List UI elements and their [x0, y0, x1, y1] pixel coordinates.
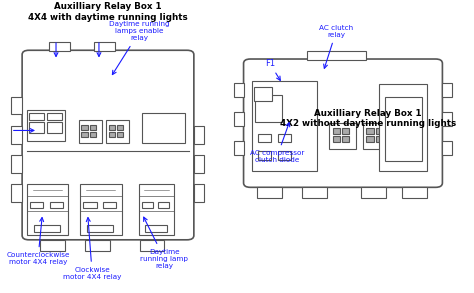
Bar [258, 151, 271, 160]
Bar [49, 202, 63, 208]
Bar [158, 202, 169, 208]
Bar [11, 184, 22, 202]
Bar [278, 151, 291, 160]
Bar [109, 125, 115, 130]
Bar [27, 110, 65, 141]
Text: AC compressor
clutch diode: AC compressor clutch diode [250, 122, 304, 163]
Bar [117, 132, 123, 137]
Bar [82, 132, 88, 137]
Bar [47, 122, 63, 133]
Bar [254, 87, 273, 101]
Bar [49, 42, 70, 51]
Bar [40, 240, 65, 251]
Bar [366, 128, 374, 134]
Bar [79, 120, 102, 144]
Bar [139, 184, 174, 236]
Bar [83, 202, 97, 208]
Text: Daytime running
lamps enable
relay: Daytime running lamps enable relay [109, 21, 170, 75]
Bar [117, 125, 123, 130]
Bar [194, 126, 204, 144]
Bar [29, 122, 44, 133]
Bar [342, 128, 349, 134]
Bar [379, 84, 427, 171]
Bar [90, 125, 96, 130]
Bar [384, 97, 421, 161]
Bar [278, 134, 291, 142]
Bar [258, 134, 271, 142]
Bar [34, 225, 60, 232]
Bar [376, 128, 383, 134]
Bar [234, 83, 244, 97]
Bar [234, 141, 244, 155]
Bar [47, 113, 63, 120]
Bar [366, 136, 374, 142]
Bar [94, 42, 115, 51]
Bar [194, 184, 204, 202]
Bar [234, 112, 244, 126]
Bar [257, 187, 282, 198]
Bar [27, 184, 68, 236]
Bar [142, 113, 185, 144]
Bar [194, 155, 204, 173]
Bar [11, 126, 22, 144]
Bar [140, 240, 164, 251]
Text: Clockwise
motor 4X4 relay: Clockwise motor 4X4 relay [63, 218, 121, 280]
Bar [82, 125, 88, 130]
Bar [106, 120, 129, 144]
Bar [302, 187, 327, 198]
Bar [333, 128, 340, 134]
Text: Auxilliary Relay Box 1
4X2 without daytime running lights: Auxilliary Relay Box 1 4X2 without dayti… [280, 109, 456, 128]
Text: Counterclockwise
motor 4X4 relay: Counterclockwise motor 4X4 relay [6, 218, 70, 265]
Bar [442, 83, 452, 97]
FancyBboxPatch shape [22, 50, 194, 240]
Bar [376, 136, 383, 142]
Text: Auxilliary Relay Box 1
4X4 with daytime running lights: Auxilliary Relay Box 1 4X4 with daytime … [28, 2, 188, 22]
Bar [333, 136, 340, 142]
Bar [442, 112, 452, 126]
Bar [307, 52, 365, 59]
Bar [142, 202, 153, 208]
Bar [80, 184, 121, 236]
Bar [361, 187, 386, 198]
Bar [85, 240, 110, 251]
FancyBboxPatch shape [244, 59, 442, 187]
Bar [145, 225, 167, 232]
Bar [252, 81, 317, 171]
Bar [90, 132, 96, 137]
Bar [30, 202, 43, 208]
Bar [29, 113, 44, 120]
Bar [11, 97, 22, 115]
Bar [109, 132, 115, 137]
Bar [402, 187, 427, 198]
Bar [342, 136, 349, 142]
Bar [364, 123, 390, 149]
Bar [255, 96, 282, 122]
Bar [88, 225, 113, 232]
Text: AC clutch
relay: AC clutch relay [319, 25, 353, 68]
Text: Daytime
running lamp
relay: Daytime running lamp relay [140, 217, 189, 269]
Bar [329, 123, 356, 149]
Bar [442, 141, 452, 155]
Bar [103, 202, 116, 208]
Text: F1: F1 [264, 59, 280, 80]
Bar [11, 155, 22, 173]
